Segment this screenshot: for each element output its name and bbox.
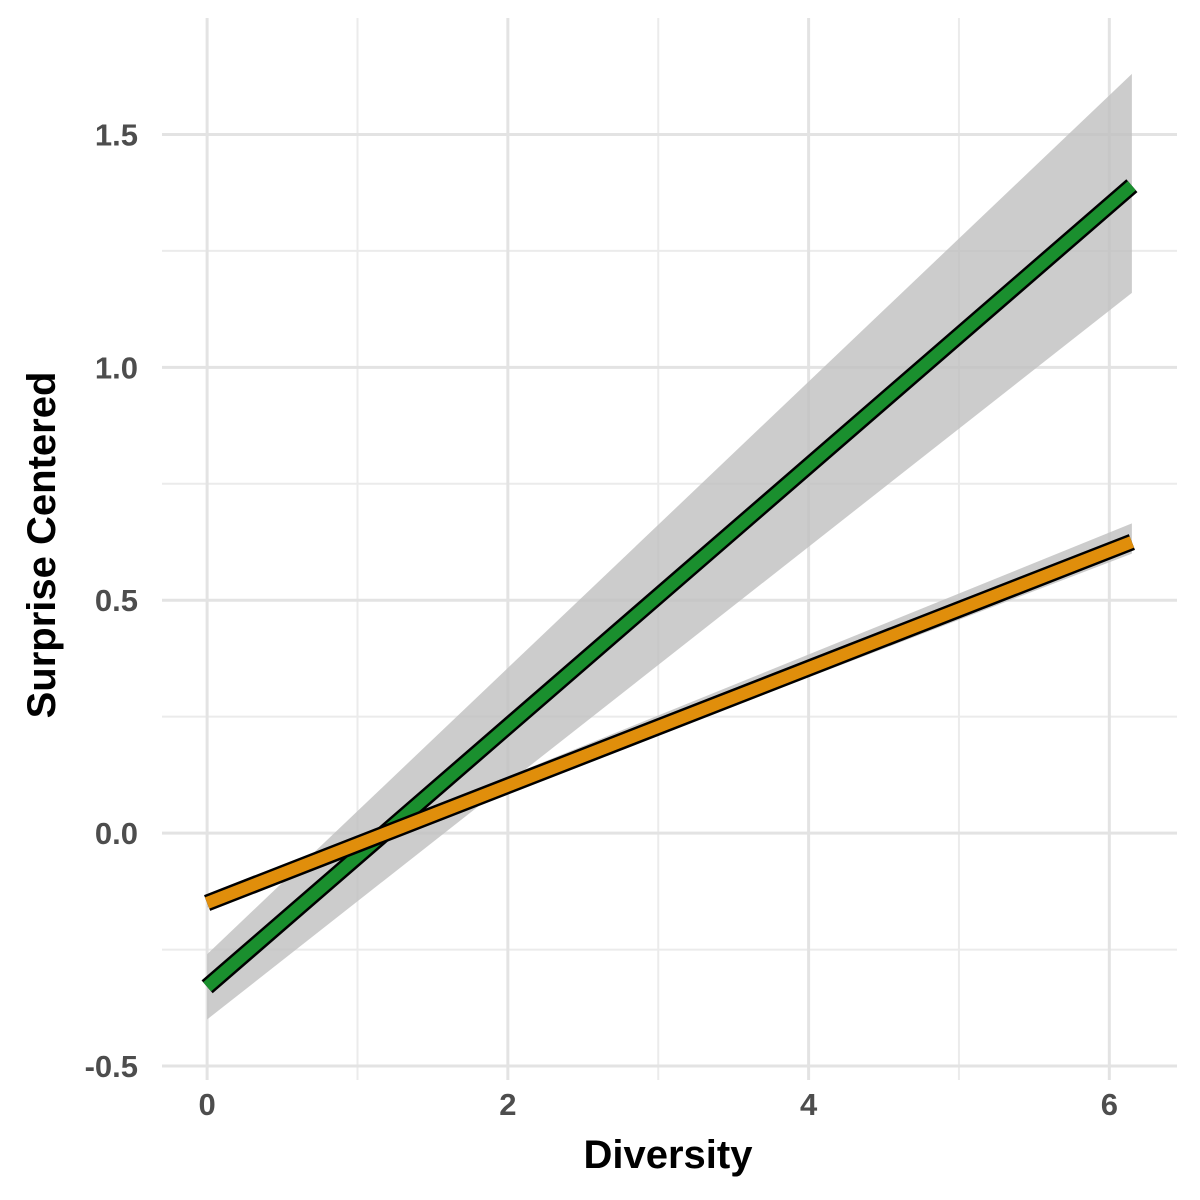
x-tick-label: 2 <box>499 1087 516 1122</box>
y-axis-title: Surprise Centered <box>20 372 64 719</box>
regression-lines <box>201 179 1138 994</box>
x-axis-title: Diversity <box>584 1133 754 1177</box>
x-tick-label: 0 <box>198 1087 215 1122</box>
y-tick-label: 0.5 <box>95 583 138 618</box>
x-tick-label: 6 <box>1101 1087 1118 1122</box>
series-2-line <box>204 536 1135 909</box>
y-tick-label: 1.5 <box>95 117 138 152</box>
y-tick-label: 1.0 <box>95 350 138 385</box>
x-tick-label: 4 <box>800 1087 818 1122</box>
tick-labels: 0 2 4 6 -0.5 0.0 0.5 1.0 1.5 <box>85 117 1118 1122</box>
y-tick-label: 0.0 <box>95 816 138 851</box>
series-1-line <box>203 181 1136 992</box>
y-tick-label: -0.5 <box>85 1049 138 1084</box>
